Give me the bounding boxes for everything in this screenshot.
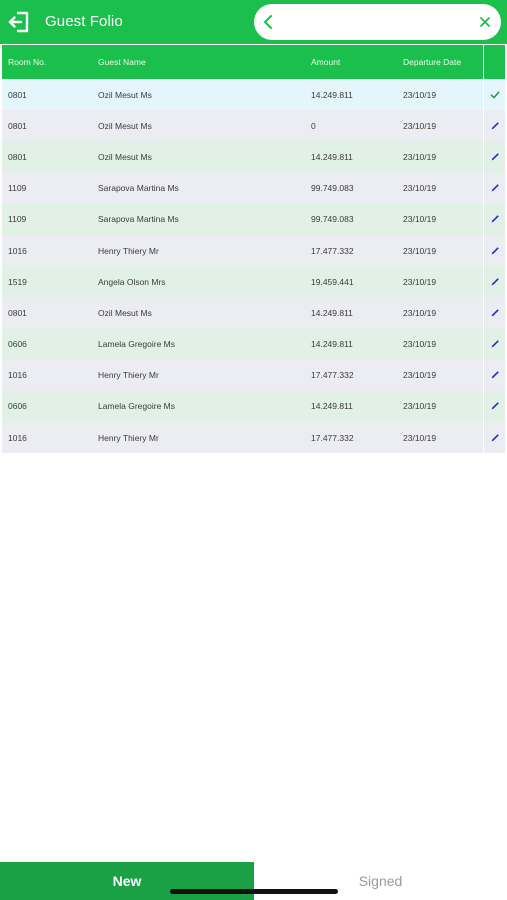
room-cell: 1016 — [8, 432, 27, 443]
room-cell: 0801 — [8, 89, 27, 100]
amount-cell: 99.749.083 — [311, 183, 354, 194]
chevron-left-icon[interactable] — [262, 13, 274, 31]
guest-name-cell: Henry Thiery Mr — [98, 432, 159, 443]
table-row[interactable]: 1519 Angela Olson Mrs 19.459.441 23/10/19 — [2, 266, 505, 298]
room-cell: 0606 — [8, 339, 27, 350]
column-header-room: Room No. — [8, 57, 47, 67]
room-cell: 1109 — [8, 183, 27, 194]
room-cell: 0801 — [8, 307, 27, 318]
amount-cell: 99.749.083 — [311, 214, 354, 225]
bottom-tab-bar: New Signed — [0, 862, 507, 900]
room-cell: 1519 — [8, 276, 27, 287]
room-cell: 0801 — [8, 120, 27, 131]
amount-cell: 0 — [311, 120, 316, 131]
amount-cell: 17.477.332 — [311, 432, 354, 443]
close-icon[interactable] — [478, 15, 492, 29]
search-input[interactable] — [280, 10, 470, 34]
check-icon[interactable] — [483, 79, 505, 111]
search-bar — [254, 4, 501, 40]
pen-icon[interactable] — [483, 172, 505, 204]
amount-cell: 14.249.811 — [311, 339, 353, 350]
table-row[interactable]: 1016 Henry Thiery Mr 17.477.332 23/10/19 — [2, 359, 505, 391]
table-row[interactable]: 1016 Henry Thiery Mr 17.477.332 23/10/19 — [2, 234, 505, 267]
top-bar: Guest Folio — [0, 0, 507, 44]
guest-name-cell: Sarapova Martina Ms — [98, 183, 179, 194]
column-header-amount: Amount — [311, 57, 341, 67]
column-header-guest-name: Guest Name — [98, 57, 146, 67]
amount-cell: 17.477.332 — [311, 245, 354, 256]
guest-name-cell: Henry Thiery Mr — [98, 370, 159, 381]
page-title: Guest Folio — [45, 13, 123, 30]
amount-cell: 14.249.811 — [311, 401, 353, 412]
guest-name-cell: Ozil Mesut Ms — [98, 120, 152, 131]
pen-icon[interactable] — [483, 234, 505, 267]
guest-name-cell: Angela Olson Mrs — [98, 276, 166, 287]
guest-folio-table: Room No. Guest Name Amount Departure Dat… — [2, 45, 505, 454]
amount-cell: 14.249.811 — [311, 151, 353, 162]
pen-icon[interactable] — [483, 141, 505, 173]
pen-icon[interactable] — [483, 297, 505, 329]
room-cell: 0801 — [8, 151, 27, 162]
departure-date-cell: 23/10/19 — [403, 245, 437, 256]
amount-cell: 19.459.441 — [311, 276, 354, 287]
room-cell: 1109 — [8, 214, 27, 225]
guest-name-cell: Ozil Mesut Ms — [98, 89, 152, 100]
departure-date-cell: 23/10/19 — [403, 276, 437, 287]
table-row[interactable]: 1109 Sarapova Martina Ms 99.749.083 23/10/1… — [2, 172, 505, 204]
pen-icon[interactable] — [483, 328, 505, 360]
table-row[interactable]: 1109 Sarapova Martina Ms 99.749.083 23/10/1… — [2, 203, 505, 235]
departure-date-cell: 23/10/19 — [403, 432, 437, 443]
departure-date-cell: 23/10/19 — [403, 151, 437, 162]
room-cell: 1016 — [8, 370, 27, 381]
guest-name-cell: Ozil Mesut Ms — [98, 307, 152, 318]
amount-cell: 17.477.332 — [311, 370, 354, 381]
guest-name-cell: Lamela Gregoire Ms — [98, 401, 176, 412]
room-cell: 1016 — [8, 245, 27, 256]
column-header-action — [483, 45, 505, 79]
departure-date-cell: 23/10/19 — [403, 339, 437, 350]
table-row[interactable]: 0801 Ozil Mesut Ms 14.249.811 23/10/19 — [2, 79, 505, 111]
amount-cell: 14.249.811 — [311, 307, 353, 318]
table-row[interactable]: 1016 Henry Thiery Mr 17.477.332 23/10/19 — [2, 422, 505, 454]
pen-icon[interactable] — [483, 110, 505, 142]
pen-icon[interactable] — [483, 203, 505, 235]
departure-date-cell: 23/10/19 — [403, 401, 437, 412]
departure-date-cell: 23/10/19 — [403, 89, 437, 100]
guest-name-cell: Ozil Mesut Ms — [98, 151, 152, 162]
column-header-departure-date: Departure Date — [403, 57, 462, 67]
departure-date-cell: 23/10/19 — [403, 214, 437, 225]
table-row[interactable]: 0801 Ozil Mesut Ms 14.249.811 23/10/19 — [2, 297, 505, 329]
room-cell: 0606 — [8, 401, 27, 412]
table-row[interactable]: 0801 Ozil Mesut Ms 14.249.811 23/10/19 — [2, 141, 505, 173]
guest-name-cell: Lamela Gregoire Ms — [98, 339, 176, 350]
table-body: 0801 Ozil Mesut Ms 14.249.811 23/10/19 0801 O… — [2, 79, 505, 454]
guest-name-cell: Sarapova Martina Ms — [98, 214, 179, 225]
pen-icon[interactable] — [483, 422, 505, 454]
table-row[interactable]: 0801 Ozil Mesut Ms 0 23/10/19 — [2, 110, 505, 142]
pen-icon[interactable] — [483, 266, 505, 298]
table-row[interactable]: 0606 Lamela Gregoire Ms 14.249.811 23/10/19 — [2, 390, 505, 423]
pen-icon[interactable] — [483, 390, 505, 423]
table-header: Room No. Guest Name Amount Departure Dat… — [2, 45, 505, 79]
tab-signed[interactable]: Signed — [254, 862, 507, 900]
home-indicator — [170, 889, 338, 894]
departure-date-cell: 23/10/19 — [403, 370, 437, 381]
table-row[interactable]: 0606 Lamela Gregoire Ms 14.249.811 23/10/19 — [2, 328, 505, 360]
exit-icon[interactable] — [8, 10, 30, 34]
amount-cell: 14.249.811 — [311, 89, 353, 100]
pen-icon[interactable] — [483, 359, 505, 391]
tab-new[interactable]: New — [0, 862, 254, 900]
guest-name-cell: Henry Thiery Mr — [98, 245, 159, 256]
departure-date-cell: 23/10/19 — [403, 120, 437, 131]
departure-date-cell: 23/10/19 — [403, 183, 437, 194]
departure-date-cell: 23/10/19 — [403, 307, 437, 318]
